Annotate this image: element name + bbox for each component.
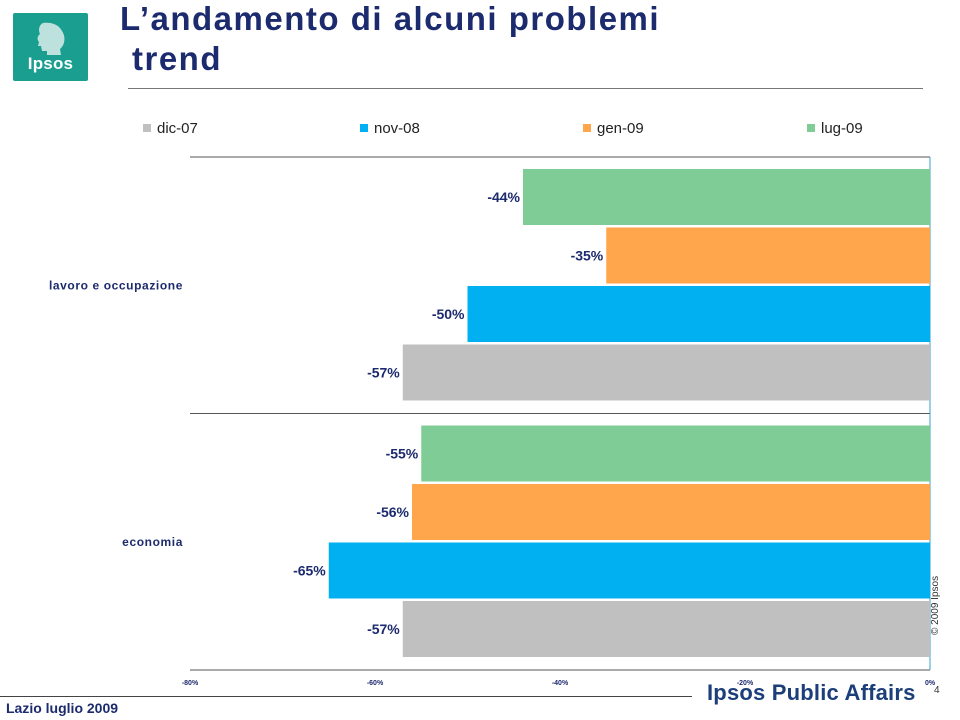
bar-gen-09-lavoro-e-occupazione [606,227,930,284]
bar-gen-09-economia [412,484,930,540]
bar-nov-08-lavoro-e-occupazione [467,286,930,342]
ipsos-logo: Ipsos [13,13,88,81]
legend-item-gen-09: gen-09 [583,120,644,137]
data-label-dic-07-economia: -57% [367,621,400,637]
footer-label: Lazio luglio 2009 [6,700,119,716]
bar-dic-07-economia [402,601,930,657]
data-label-nov-08-lavoro-e-occupazione: -50% [432,306,465,322]
bar-dic-07-lavoro-e-occupazione [402,344,930,401]
title-divider [128,88,923,89]
legend-swatch-gen-09 [583,124,591,133]
x-tick-label: -40% [552,680,569,687]
legend-item-lug-09: lug-09 [807,120,863,137]
data-label-gen-09-economia: -56% [376,504,409,520]
copyright-notice: © 2009 Ipsos [930,575,941,635]
x-tick-label: -60% [367,680,384,687]
page-subtitle: trend [132,40,222,77]
legend-item-nov-08: nov-08 [360,120,420,137]
data-label-nov-08-economia: -65% [293,563,326,579]
x-tick-label: -20% [737,680,754,687]
legend-label-gen-09: gen-09 [597,120,644,137]
x-tick-label: -80% [182,680,199,687]
legend-label-dic-07: dic-07 [157,120,198,137]
legend-label-nov-08: nov-08 [374,120,420,137]
category-label-lavoro-e-occupazione: lavoro e occupazione [49,278,183,292]
bar-lug-09-economia [421,425,930,482]
legend-swatch-lug-09 [807,124,815,133]
logo-text: Ipsos [27,54,74,73]
legend-item-dic-07: dic-07 [143,120,198,137]
page-number: 4 [934,685,940,696]
page-title: L’andamento di alcuni problemi [120,0,661,37]
footer-brand: Ipsos Public Affairs [707,680,916,705]
data-label-lug-09-lavoro-e-occupazione: -44% [487,189,520,205]
legend-swatch-nov-08 [360,124,368,133]
data-label-lug-09-economia: -55% [386,446,419,462]
data-label-dic-07-lavoro-e-occupazione: -57% [367,365,400,381]
legend-swatch-dic-07 [143,124,151,133]
x-tick-label: 0% [925,680,936,687]
category-label-economia: economia [122,535,183,549]
bar-nov-08-economia [328,542,930,599]
data-label-gen-09-lavoro-e-occupazione: -35% [571,248,604,264]
legend-label-lug-09: lug-09 [821,120,863,137]
bar-lug-09-lavoro-e-occupazione [523,169,930,225]
footer-divider [0,696,692,697]
head-silhouette-icon [37,22,65,55]
